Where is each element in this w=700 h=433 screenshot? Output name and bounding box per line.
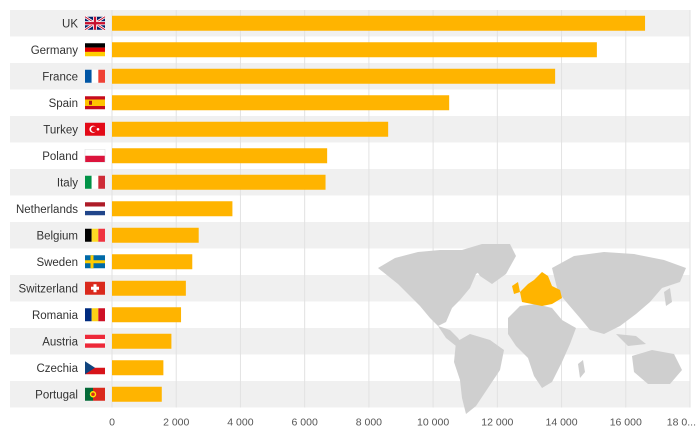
bar-sweden [112, 254, 193, 270]
x-axis: 0 2 000 4 000 6 000 8 000 10 000 12 000 14 000 1… [109, 417, 696, 429]
france-flag-icon [85, 69, 105, 83]
world-map-base [378, 244, 686, 414]
category-label: Romania [32, 310, 79, 322]
x-tick-label: 0 [109, 417, 115, 429]
europe-highlight [512, 272, 562, 306]
x-tick-label: 4 000 [227, 417, 253, 429]
bar-turkey [112, 121, 389, 137]
bar-netherlands [112, 201, 233, 217]
x-tick-label-truncated: 18 0... [667, 417, 696, 429]
netherlands-flag-icon [85, 202, 105, 216]
romania-flag-icon [85, 308, 105, 322]
turkey-flag-icon [85, 122, 105, 136]
x-tick-label: 14 000 [545, 417, 577, 429]
x-tick-label: 6 000 [292, 417, 318, 429]
x-tick-label: 16 000 [610, 417, 642, 429]
x-tick-label: 12 000 [481, 417, 513, 429]
germany-flag-icon [85, 43, 105, 57]
category-label: Italy [57, 177, 78, 189]
x-tick-label: 10 000 [417, 417, 449, 429]
category-label: France [42, 71, 78, 83]
category-label: Czechia [36, 363, 78, 375]
bar-switzerland [112, 280, 186, 296]
bars [112, 15, 646, 402]
category-label: UK [62, 18, 78, 30]
x-tick-label: 2 000 [163, 417, 189, 429]
switzerland-flag-icon [85, 281, 105, 295]
bar-austria [112, 333, 172, 349]
y-axis: UK Germany France Spain Turkey Poland Italy Net… [16, 15, 106, 401]
category-label: Belgium [36, 230, 78, 242]
bar-spain [112, 95, 450, 111]
poland-flag-icon [84, 149, 106, 163]
category-label: Portugal [35, 389, 78, 401]
bar-poland [112, 148, 328, 164]
category-label: Switzerland [19, 283, 78, 295]
italy-flag-icon [85, 175, 105, 189]
austria-flag-icon [85, 334, 105, 348]
category-label: Netherlands [16, 204, 78, 216]
bar-italy [112, 174, 326, 190]
bar-germany [112, 42, 597, 58]
czechia-flag-icon [85, 361, 105, 375]
sweden-flag-icon [85, 255, 105, 269]
spain-flag-icon [85, 96, 105, 110]
bar-belgium [112, 227, 199, 243]
category-label: Austria [42, 336, 78, 348]
world-map-icon [378, 244, 686, 414]
category-label: Turkey [43, 124, 78, 136]
uk-flag-icon [84, 15, 106, 31]
bar-france [112, 68, 556, 84]
category-label: Spain [49, 98, 78, 110]
portugal-flag-icon [85, 387, 105, 401]
category-label: Germany [31, 45, 79, 57]
bar-czechia [112, 360, 164, 376]
bar-romania [112, 307, 182, 323]
category-label: Poland [42, 151, 78, 163]
x-tick-label: 8 000 [356, 417, 382, 429]
belgium-flag-icon [85, 228, 105, 242]
bar-portugal [112, 386, 162, 402]
category-label: Sweden [36, 257, 78, 269]
bar-uk [112, 15, 646, 31]
